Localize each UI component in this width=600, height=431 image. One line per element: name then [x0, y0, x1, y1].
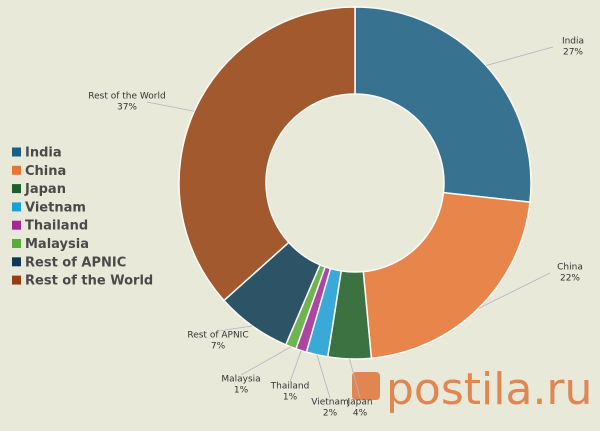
slice-value: 1%	[234, 386, 249, 396]
legend-label: Malaysia	[25, 237, 89, 252]
slice-value: 2%	[323, 409, 338, 419]
slice-label: India	[562, 37, 584, 47]
watermark: postila.ru	[146, 6, 592, 415]
leader-line	[217, 325, 253, 332]
legend-label: Rest of APNIC	[25, 255, 126, 270]
wedge	[362, 191, 531, 360]
leader-line	[316, 354, 331, 399]
slice-label: China	[557, 263, 583, 273]
leader-line	[478, 272, 551, 309]
slice-label: Thailand	[270, 382, 310, 392]
slice-value: 27%	[563, 48, 583, 58]
legend-swatch	[12, 184, 21, 194]
slice-label: Rest of APNIC	[187, 331, 248, 341]
legend-label: Thailand	[25, 219, 88, 234]
leader-line	[289, 350, 302, 383]
legend-swatch	[12, 165, 21, 175]
legend-swatch	[12, 239, 21, 248]
legend-swatch	[12, 257, 21, 267]
slice-value: 4%	[353, 409, 368, 419]
legend-label: Japan	[24, 182, 66, 197]
legend-label: India	[25, 146, 62, 161]
slice-value: 1%	[283, 393, 298, 403]
slice-label: Malaysia	[221, 375, 260, 385]
slice-value: 22%	[560, 274, 580, 284]
legend-swatch	[12, 275, 21, 285]
watermark-logo	[352, 372, 380, 400]
leader-line	[349, 358, 361, 399]
legend-label: Rest of the World	[25, 274, 153, 289]
slice-label: Rest of the World	[88, 92, 165, 102]
legend-swatch	[12, 147, 21, 157]
legend-swatch	[12, 202, 21, 212]
leader-line	[485, 46, 554, 66]
legend-swatch	[12, 220, 21, 230]
wedge	[178, 6, 356, 302]
slice-value: 7%	[211, 342, 226, 352]
leader-line	[146, 101, 195, 112]
legend-label: Vietnam	[25, 200, 86, 215]
slice-label: Vietnam	[311, 398, 349, 408]
slice-label: Japan	[346, 398, 372, 408]
watermark-text: postila.ru	[386, 364, 592, 415]
slice-value: 37%	[117, 103, 137, 113]
legend-label: China	[25, 164, 66, 179]
wedge	[354, 6, 532, 203]
leader-line	[240, 346, 292, 376]
